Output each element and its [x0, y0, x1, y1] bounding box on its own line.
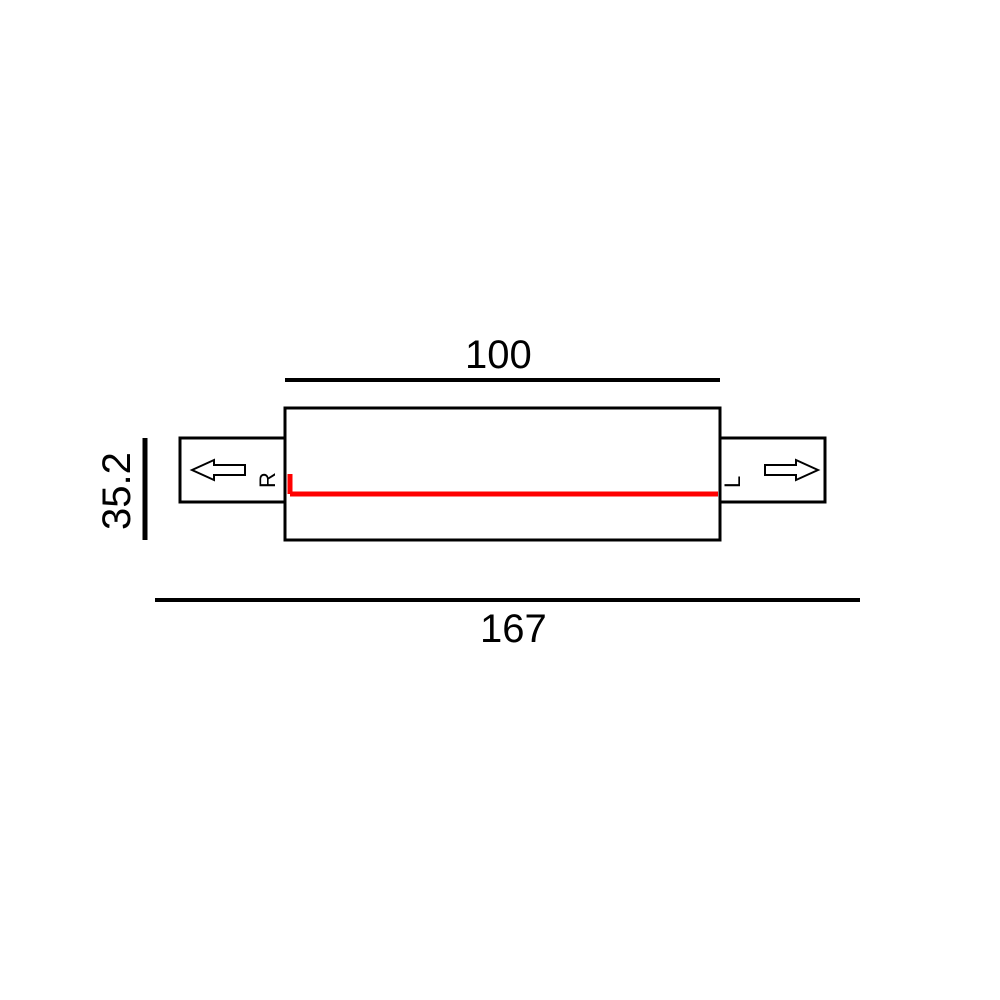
technical-drawing: 100 167 35.2 R L: [0, 0, 1000, 1000]
dim-label-bottom: 167: [480, 607, 547, 651]
dim-label-top: 100: [465, 333, 532, 377]
right-tab-label: L: [720, 476, 745, 488]
center-body: [285, 408, 720, 540]
dim-label-left: 35.2: [95, 452, 139, 530]
left-tab-label: R: [255, 472, 280, 488]
